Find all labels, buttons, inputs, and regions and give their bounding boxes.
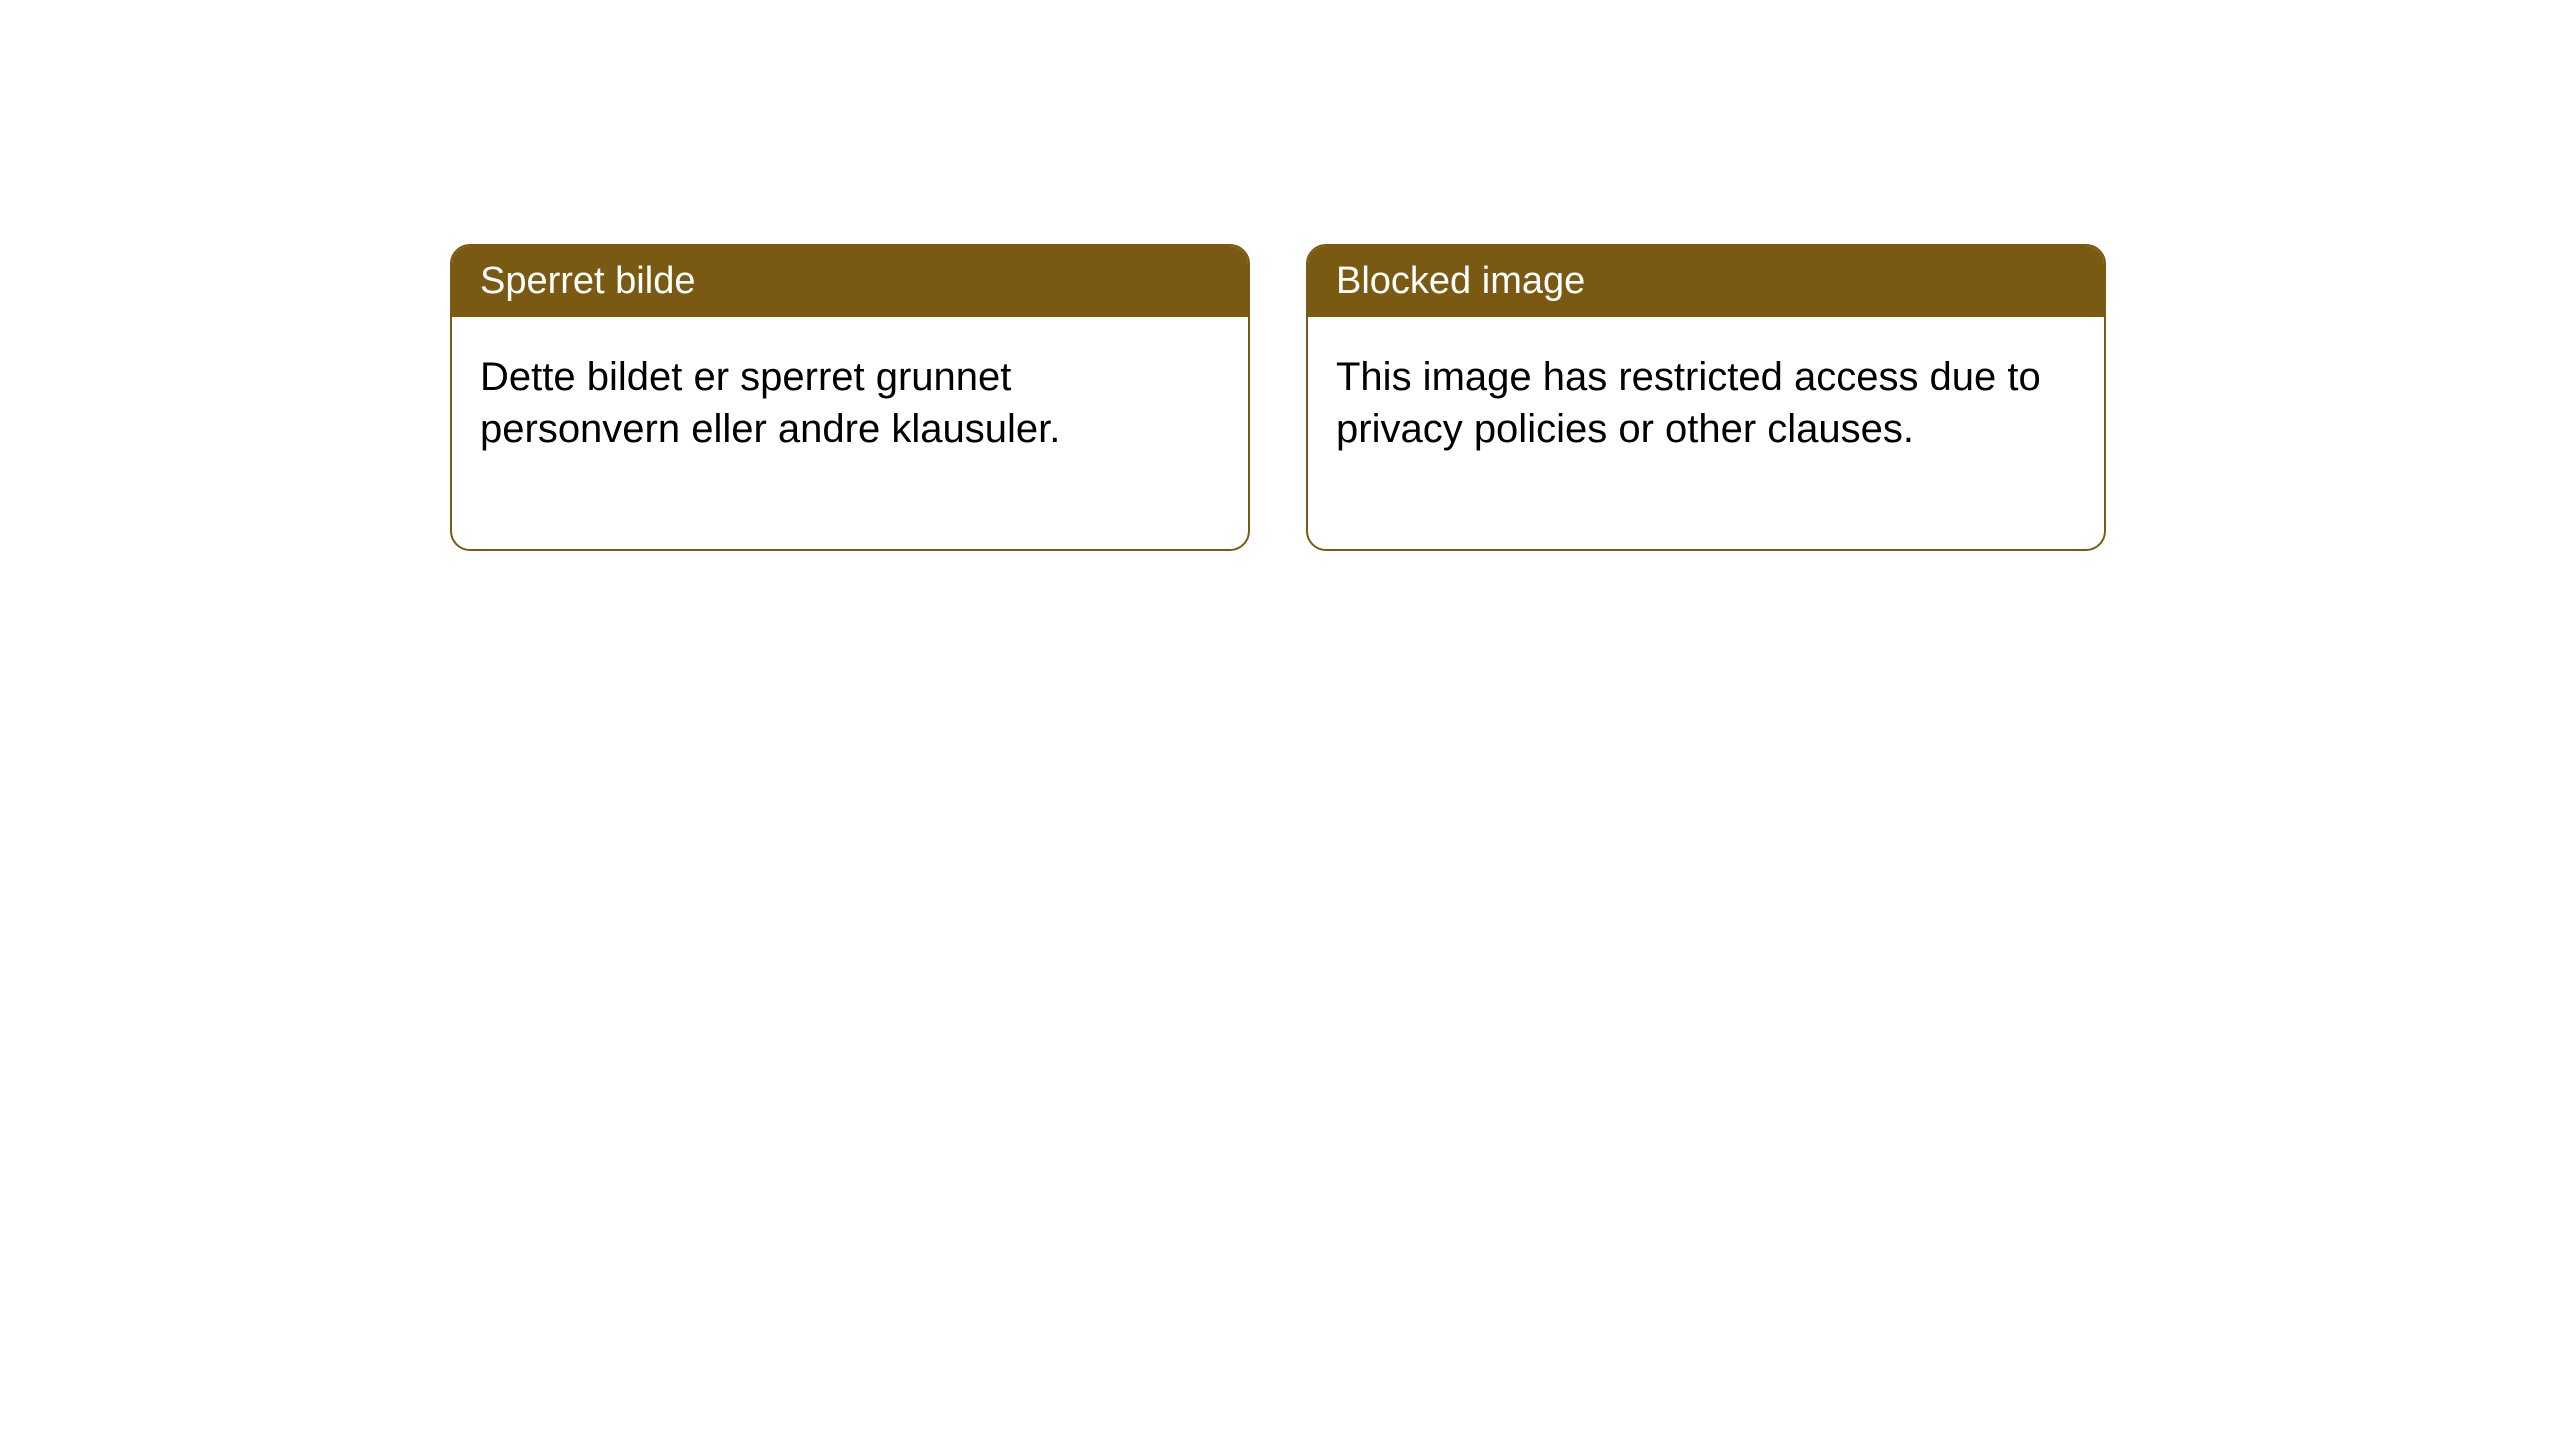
notice-title-en: Blocked image	[1308, 246, 2104, 317]
notice-body-no: Dette bildet er sperret grunnet personve…	[452, 317, 1248, 549]
notice-card-en: Blocked image This image has restricted …	[1306, 244, 2106, 551]
notice-body-en: This image has restricted access due to …	[1308, 317, 2104, 549]
notice-title-no: Sperret bilde	[452, 246, 1248, 317]
notice-container: Sperret bilde Dette bildet er sperret gr…	[450, 244, 2106, 551]
notice-card-no: Sperret bilde Dette bildet er sperret gr…	[450, 244, 1250, 551]
